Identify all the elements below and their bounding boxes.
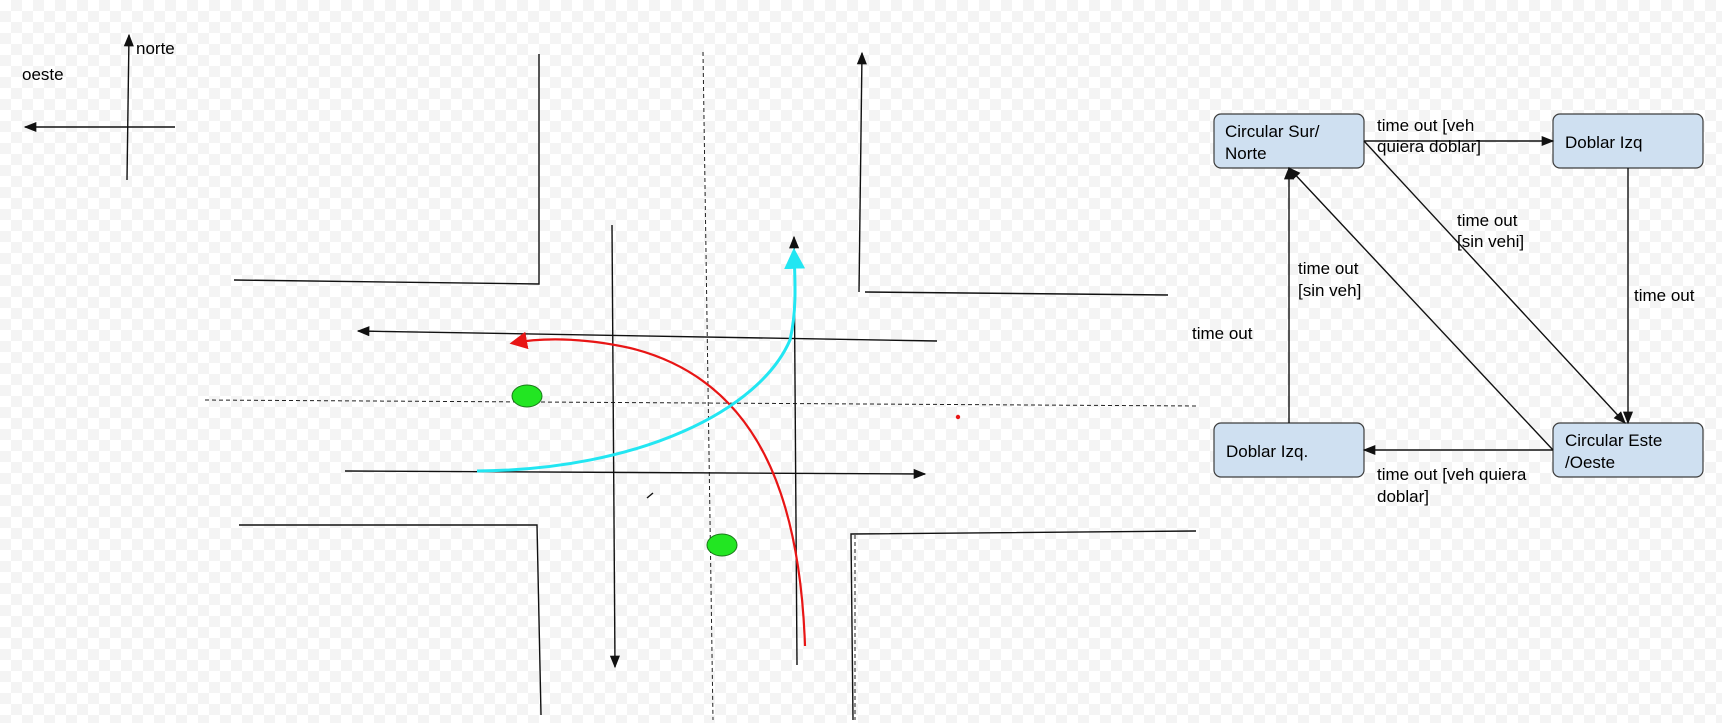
state-circular-sur-norte: Circular Sur/ Norte [1213,113,1365,169]
state-doblar-izq-bottom: Doblar Izq. [1213,422,1365,478]
transition-arrow-sur-to-este [1363,140,1626,424]
state-label: Doblar Izq [1565,133,1642,152]
compass: norte oeste [22,33,175,181]
transition-arrow-este-to-sur [1288,167,1554,451]
transition-label-line: [sin veh] [1298,281,1361,300]
tick-mark [646,492,654,499]
transition-label-line: quiera doblar] [1377,137,1481,156]
cyan-left-turn-path [476,247,806,473]
curb-bottom-right [850,530,1197,721]
state-label-line: Norte [1225,144,1267,163]
traffic-light-south [706,533,738,557]
transition-label-line: time out [veh quiera [1377,465,1527,484]
state-label-line: Circular Este [1565,431,1662,450]
transition-label-line: [sin vehi] [1457,232,1524,251]
compass-west-label: oeste [22,65,64,84]
state-circular-este-oeste: Circular Este /Oeste [1552,422,1704,478]
southbound-lane-arrow [609,224,620,669]
transition-label-line: time out [veh [1377,116,1474,135]
state-label-line: /Oeste [1565,453,1615,472]
curb-bottom-left [239,524,542,716]
red-left-turn-path [509,331,807,647]
intersection [204,51,1197,721]
westbound-lane-arrow [356,326,938,342]
red-dot [955,414,961,420]
transition-label-line: time out [1298,259,1359,278]
state-label-line: Circular Sur/ [1225,122,1320,141]
state-doblar-izq-top: Doblar Izq [1552,113,1704,169]
compass-north-label: norte [136,39,175,58]
vertical-center-line [702,51,714,721]
transition-label: time out [1634,286,1695,305]
transition-label-line: doblar] [1377,487,1429,506]
state-machine: Circular Sur/ Norte Doblar Izq Circular … [1192,113,1704,506]
curb-top-left [233,54,540,285]
horizontal-center-line [204,399,1197,407]
traffic-light-west [511,384,543,408]
compass-north-arrow [123,33,134,181]
transition-label-line: time out [1457,211,1518,230]
curb-top-right [864,291,1169,296]
state-label: Doblar Izq. [1226,442,1308,461]
curb-top-right-arrow [856,51,867,293]
transition-label: time out [1192,324,1253,343]
eastbound-lane-arrow [344,468,927,479]
